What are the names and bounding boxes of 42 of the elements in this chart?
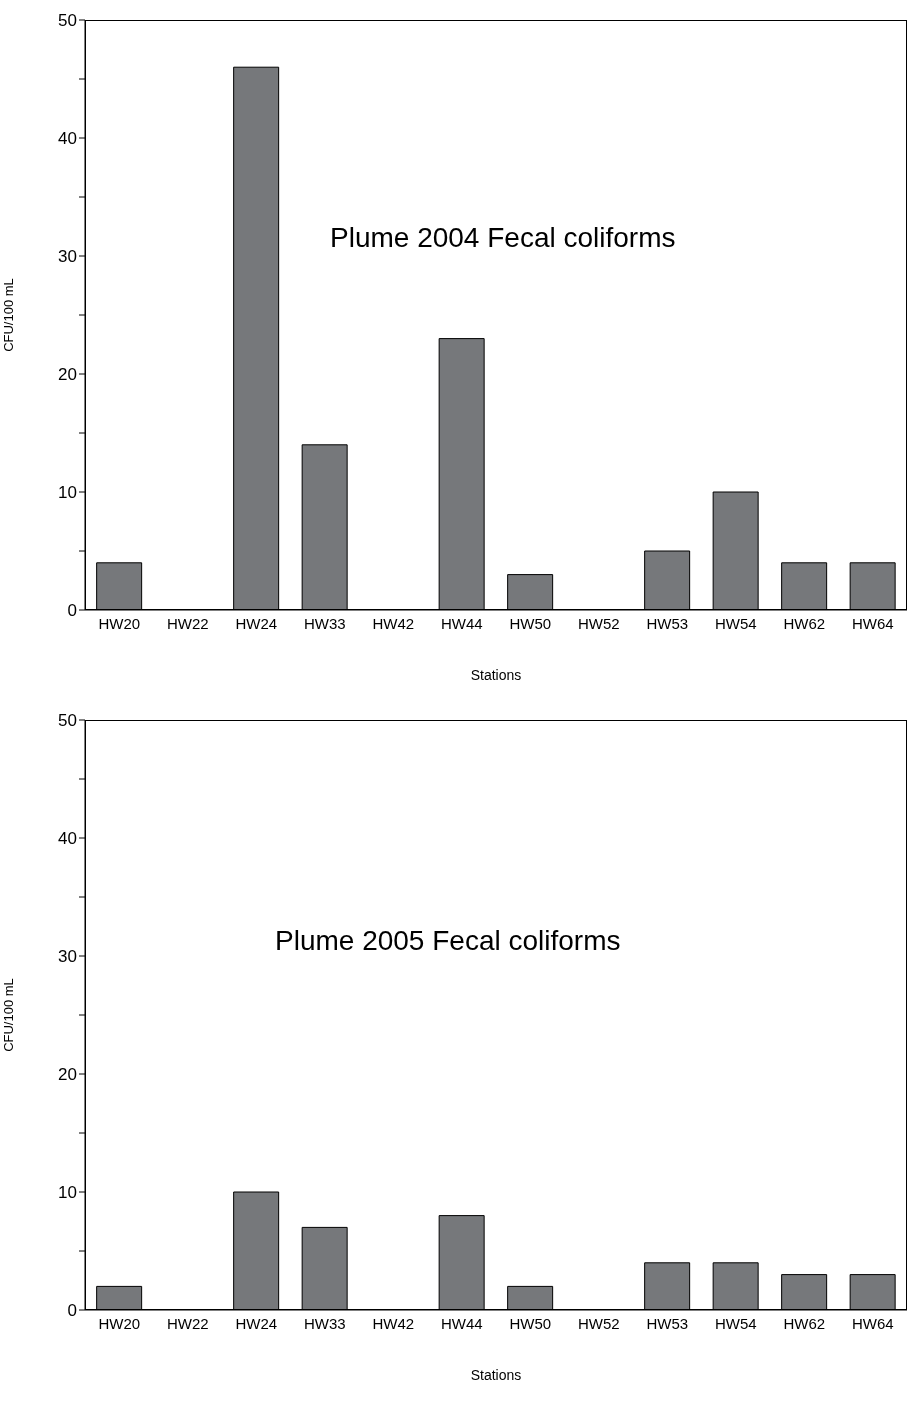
x-tick-label: HW33: [303, 614, 346, 632]
x-tick-label: HW50: [509, 1314, 552, 1332]
x-tick-label: HW22: [166, 614, 209, 632]
text: Plume 2005 Fecal coliforms: [275, 925, 621, 957]
y-tick-label: 20: [58, 1065, 77, 1085]
text: Plume 2004 Fecal coliforms: [330, 222, 676, 254]
x-tick-label: HW24: [235, 1314, 278, 1332]
x-tick-label: HW54: [714, 614, 757, 632]
x-tick-label: HW62: [783, 1314, 826, 1332]
x-tick-label: HW44: [440, 1314, 483, 1332]
y-tick-label: 10: [58, 1183, 77, 1203]
x-tick-label: HW20: [98, 614, 141, 632]
y-tick-label: 40: [58, 129, 77, 149]
x-tick-label: HW64: [851, 614, 894, 632]
x-tick-label: HW53: [646, 1314, 689, 1332]
y-tick-label: 0: [67, 1301, 77, 1321]
y-tick-label: 0: [67, 601, 77, 621]
y-tick-label: 30: [58, 247, 77, 267]
x-axis-title: Stations: [470, 667, 522, 683]
y-tick-label: 10: [58, 483, 77, 503]
x-tick-label: HW64: [851, 1314, 894, 1332]
x-axis-title: Stations: [470, 1367, 522, 1383]
y-tick-label: 50: [58, 711, 77, 731]
x-tick-label: HW24: [235, 614, 278, 632]
x-tick-label: HW53: [646, 614, 689, 632]
y-tick-label: 30: [58, 947, 77, 967]
x-tick-label: HW22: [166, 1314, 209, 1332]
x-tick-label: HW62: [783, 614, 826, 632]
y-tick-label: 20: [58, 365, 77, 385]
x-tick-label: HW33: [303, 1314, 346, 1332]
x-tick-label: HW52: [577, 1314, 620, 1332]
x-tick-label: HW54: [714, 1314, 757, 1332]
x-tick-label: HW44: [440, 614, 483, 632]
y-axis-title: CFU/100 mL: [0, 978, 16, 1052]
x-tick-label: HW50: [509, 614, 552, 632]
y-tick-label: 50: [58, 11, 77, 31]
x-tick-label: HW20: [98, 1314, 141, 1332]
x-tick-label: HW42: [372, 614, 415, 632]
x-tick-label: HW52: [577, 614, 620, 632]
x-tick-label: HW42: [372, 1314, 415, 1332]
y-axis-title: CFU/100 mL: [0, 278, 16, 352]
y-tick-label: 40: [58, 829, 77, 849]
